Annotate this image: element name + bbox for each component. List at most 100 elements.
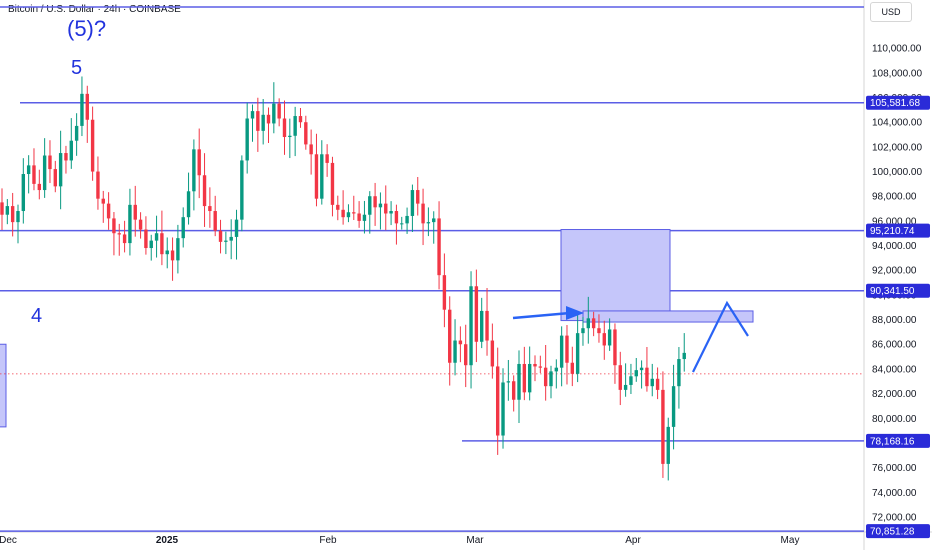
time-tick-label: Feb [319,535,337,546]
candle-body [495,366,500,436]
candle-body [613,329,617,366]
candle-body [229,236,233,241]
candle-body [277,103,281,119]
left-zone [0,343,7,428]
price-tick-label: 76,000.00 [872,463,917,474]
candle-body [362,214,367,221]
candle-body [5,206,10,215]
candle-body [282,118,287,138]
candle-body [197,149,201,176]
candle-body [272,103,276,124]
candle-body [90,119,95,172]
candle-body [682,352,686,360]
candle-body [320,154,324,199]
price-level-badge-text: 95,210.74 [870,226,915,237]
candle-body [586,318,590,329]
price-tick-label: 94,000.00 [872,241,917,252]
candle-body [581,328,585,334]
candle-body [309,144,313,155]
price-tick-label: 84,000.00 [872,364,917,375]
candle-body [352,212,356,214]
price-level-badge [866,524,930,539]
candle-body [575,333,580,374]
candle-body [256,111,260,131]
candle-body [389,211,393,214]
candle-body [341,209,345,218]
price-level-badge-text: 70,851.28 [870,527,915,538]
candle-body [106,203,111,219]
candle-body [506,381,511,383]
wave-label-5: 5 [71,57,82,79]
candle-body [64,153,68,161]
candle-body [42,155,47,191]
candle-body [218,230,223,242]
price-tick-label: 86,000.00 [872,340,917,351]
candle-body [469,286,473,366]
candle-body [330,162,335,205]
price-tick-label: 100,000.00 [872,167,922,178]
candle-body [480,310,484,342]
price-tick-label: 80,000.00 [872,414,917,425]
candle-body [464,344,468,366]
candle-body [442,275,447,310]
candle-body [26,165,31,175]
candle-body [618,365,622,390]
candle-body [527,363,532,393]
candle-body [208,206,212,212]
candle-body [661,389,665,464]
currency-selector[interactable]: USD [870,2,912,22]
candle-body [448,309,452,363]
price-tick-label: 110,000.00 [872,44,922,55]
candle-body [538,366,543,368]
price-tick-label: 88,000.00 [872,315,917,326]
candle-body [549,371,553,387]
candle-body [181,217,185,239]
candle-body [21,174,26,212]
symbol-title: Bitcoin / U.S. Dollar · 24h · COINBASE [8,4,181,15]
time-tick-label: Apr [625,535,641,546]
candle-body [10,206,15,223]
price-tick-label: 92,000.00 [872,266,917,277]
price-level-badge-text: 90,341.50 [870,286,915,297]
candle-body [405,215,409,224]
time-tick-label: 2025 [156,535,179,546]
candle-body [543,367,548,387]
price-tick-label: 96,000.00 [872,216,917,227]
time-tick-label: Dec [0,535,17,546]
candle-body [85,93,89,120]
candle-body [0,202,4,215]
price-level-badge [866,223,930,238]
candle-body [522,363,527,393]
candle-body [346,212,351,218]
candle-body [213,211,217,231]
candle-body [421,203,425,224]
candle-body [394,211,399,224]
candle-body [266,114,271,124]
price-tick-label: 104,000.00 [872,118,922,129]
wave-label-5-question: (5)? [67,16,106,41]
candle-body [245,118,249,161]
candle-body [298,116,303,123]
candle-body [154,233,159,241]
candle-body [677,359,681,387]
arrow-head-icon [566,306,584,320]
candle-body [629,376,633,385]
candle-body [336,204,340,210]
price-level-badge [866,283,930,298]
candle-body [368,196,372,215]
candle-body [37,183,42,191]
candle-body [645,367,649,387]
candle-body [666,426,670,464]
price-tick-label: 74,000.00 [872,488,917,499]
candle-body [378,203,383,208]
time-tick-label: May [781,535,800,546]
forecast-path [692,300,749,373]
candle-body [304,122,308,145]
time-tick-label: Mar [466,535,484,546]
candle-body [373,196,377,208]
candle-body [474,286,479,342]
candle-body [437,218,441,276]
candle-body [144,229,148,249]
candle-body [432,218,436,223]
